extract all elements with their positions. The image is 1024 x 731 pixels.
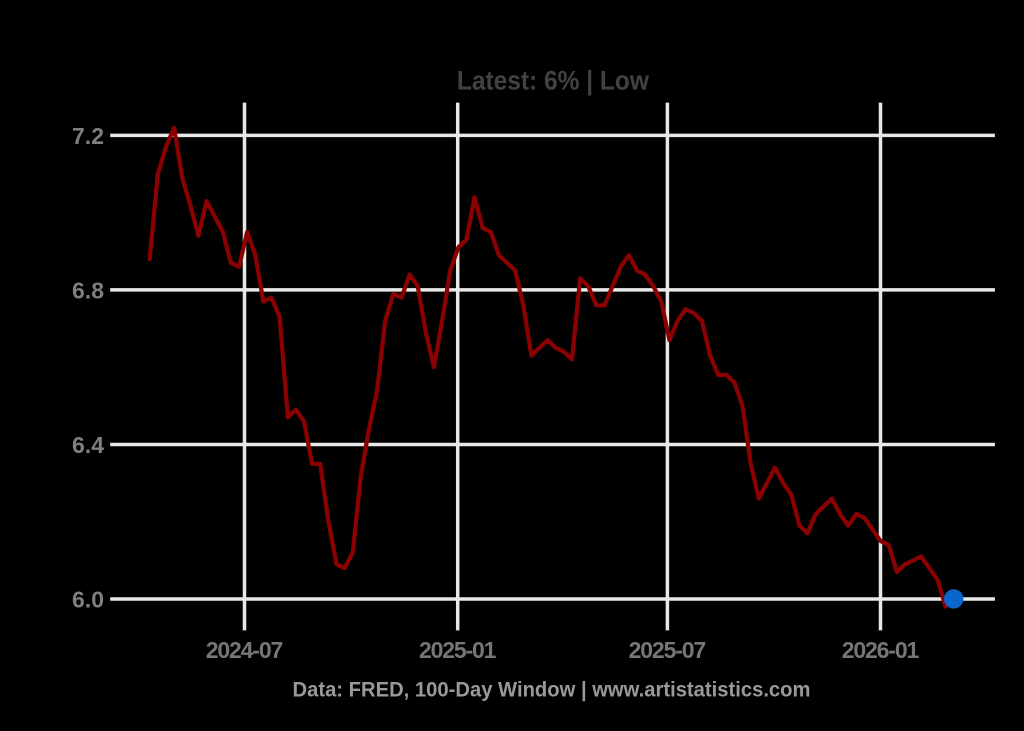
svg-text:Latest: 6% | Low: Latest: 6% | Low <box>457 65 650 95</box>
svg-text:2025-01: 2025-01 <box>419 637 497 663</box>
svg-text:6.4: 6.4 <box>72 432 104 458</box>
svg-text:2025-07: 2025-07 <box>629 637 707 663</box>
svg-text:2024-07: 2024-07 <box>206 637 284 663</box>
svg-text:Data: FRED, 100-Day Window | w: Data: FRED, 100-Day Window | www.artista… <box>293 678 811 702</box>
svg-text:7.2: 7.2 <box>72 123 104 149</box>
svg-text:6.0: 6.0 <box>72 586 104 612</box>
svg-text:6.8: 6.8 <box>72 277 104 303</box>
svg-text:2026-01: 2026-01 <box>842 637 920 663</box>
